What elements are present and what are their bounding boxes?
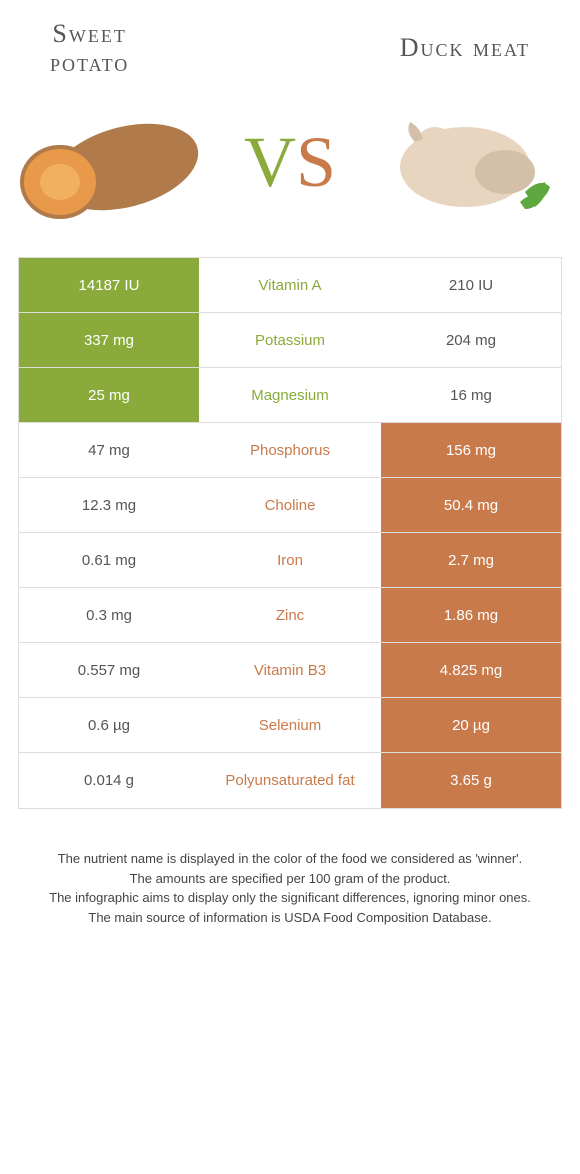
cell-right: 1.86 mg	[381, 588, 561, 642]
cell-right: 210 IU	[381, 258, 561, 312]
cell-nutrient: Vitamin A	[199, 258, 381, 312]
footer-l1: The nutrient name is displayed in the co…	[30, 849, 550, 869]
cell-nutrient: Vitamin B3	[199, 643, 381, 697]
vs-label: VS	[244, 121, 336, 204]
sweet-potato-icon	[15, 97, 205, 227]
cell-right: 20 µg	[381, 698, 561, 752]
cell-right: 2.7 mg	[381, 533, 561, 587]
cell-left: 0.6 µg	[19, 698, 199, 752]
table-row: 12.3 mgCholine50.4 mg	[19, 478, 561, 533]
footer-l4: The main source of information is USDA F…	[30, 908, 550, 928]
title-right: Duck meat	[400, 34, 530, 63]
cell-left: 337 mg	[19, 313, 199, 367]
cell-nutrient: Selenium	[199, 698, 381, 752]
cell-nutrient: Phosphorus	[199, 423, 381, 477]
title-left-l2: potato	[50, 48, 129, 77]
table-row: 0.014 gPolyunsaturated fat3.65 g	[19, 753, 561, 808]
cell-right: 16 mg	[381, 368, 561, 422]
cell-nutrient: Potassium	[199, 313, 381, 367]
table-row: 0.61 mgIron2.7 mg	[19, 533, 561, 588]
cell-left: 14187 IU	[19, 258, 199, 312]
footer-notes: The nutrient name is displayed in the co…	[30, 849, 550, 927]
cell-nutrient: Choline	[199, 478, 381, 532]
table-row: 337 mgPotassium204 mg	[19, 313, 561, 368]
cell-nutrient: Iron	[199, 533, 381, 587]
cell-left: 0.61 mg	[19, 533, 199, 587]
cell-right: 50.4 mg	[381, 478, 561, 532]
images-row: VS	[0, 87, 580, 257]
cell-nutrient: Zinc	[199, 588, 381, 642]
cell-left: 0.3 mg	[19, 588, 199, 642]
table-row: 0.6 µgSelenium20 µg	[19, 698, 561, 753]
cell-left: 25 mg	[19, 368, 199, 422]
title-left: Sweet potato	[50, 20, 129, 77]
header: Sweet potato Duck meat	[0, 0, 580, 87]
cell-nutrient: Magnesium	[199, 368, 381, 422]
duck-meat-icon	[375, 97, 565, 227]
table-row: 47 mgPhosphorus156 mg	[19, 423, 561, 478]
cell-left: 0.557 mg	[19, 643, 199, 697]
title-left-l1: Sweet	[52, 19, 126, 48]
cell-nutrient: Polyunsaturated fat	[199, 753, 381, 808]
vs-v: V	[244, 122, 296, 202]
cell-left: 12.3 mg	[19, 478, 199, 532]
table-row: 0.3 mgZinc1.86 mg	[19, 588, 561, 643]
table-row: 14187 IUVitamin A210 IU	[19, 258, 561, 313]
cell-left: 0.014 g	[19, 753, 199, 808]
comparison-table: 14187 IUVitamin A210 IU337 mgPotassium20…	[18, 257, 562, 809]
cell-right: 4.825 mg	[381, 643, 561, 697]
cell-left: 47 mg	[19, 423, 199, 477]
table-row: 25 mgMagnesium16 mg	[19, 368, 561, 423]
cell-right: 156 mg	[381, 423, 561, 477]
vs-s: S	[296, 122, 336, 202]
table-row: 0.557 mgVitamin B34.825 mg	[19, 643, 561, 698]
cell-right: 204 mg	[381, 313, 561, 367]
footer-l2: The amounts are specified per 100 gram o…	[30, 869, 550, 889]
cell-right: 3.65 g	[381, 753, 561, 808]
footer-l3: The infographic aims to display only the…	[30, 888, 550, 908]
